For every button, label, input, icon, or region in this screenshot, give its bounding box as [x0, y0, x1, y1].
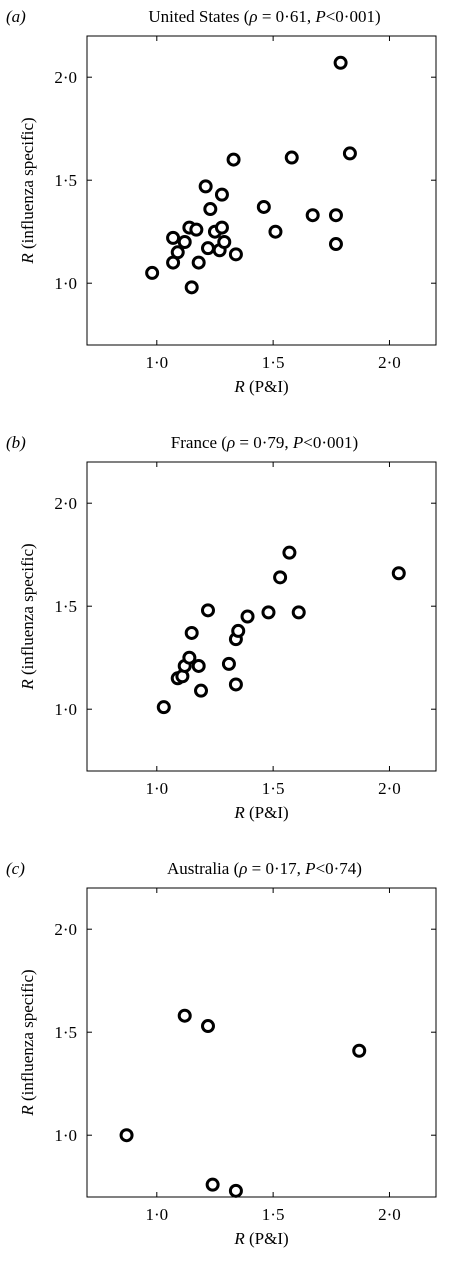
data-point — [273, 570, 288, 585]
x-tick-label: 1·0 — [145, 1205, 168, 1224]
data-point — [166, 230, 181, 245]
x-tick-label: 1·0 — [145, 779, 168, 798]
data-point — [231, 623, 246, 638]
chart-title: Australia (ρ = 0·17, P<0·74) — [167, 859, 362, 878]
data-point — [191, 255, 206, 270]
data-point — [328, 208, 343, 223]
data-point — [184, 625, 199, 640]
scatter-chart-c: (c) Australia (ρ = 0·17, P<0·74) 1·0 1·5 2·0… — [6, 859, 437, 1248]
x-axis-label: R (P&I) — [233, 803, 288, 822]
y-tick-label: 1·5 — [54, 1023, 77, 1042]
plot-frame — [86, 461, 437, 772]
chart-title: France (ρ = 0·79, P<0·001) — [171, 433, 358, 452]
y-tick-label: 1·0 — [54, 1126, 77, 1145]
data-point — [261, 605, 276, 620]
y-tick-label: 2·0 — [54, 68, 77, 87]
data-point — [200, 241, 215, 256]
data-point — [214, 220, 229, 235]
data-point — [156, 700, 171, 715]
y-tick-label: 2·0 — [54, 920, 77, 939]
data-point — [221, 656, 236, 671]
y-axis-label: R (influenza specific) — [18, 969, 37, 1116]
panel-label: (b) — [6, 433, 26, 452]
y-tick-label: 1·0 — [54, 700, 77, 719]
chart-panel-a: (a) United States (ρ = 0·61, P<0·001) 1·0 1… — [0, 0, 453, 420]
data-point — [226, 152, 241, 167]
data-point — [291, 605, 306, 620]
data-point — [182, 650, 197, 665]
x-tick-label: 1·5 — [262, 353, 285, 372]
y-tick-label: 1·5 — [54, 171, 77, 190]
y-tick-label: 2·0 — [54, 494, 77, 513]
data-point — [228, 677, 243, 692]
panel-label: (a) — [6, 7, 26, 26]
x-tick-label: 2·0 — [378, 353, 401, 372]
data-point — [268, 224, 283, 239]
y-axis-label: R (influenza specific) — [18, 117, 37, 264]
scatter-chart-b: (b) France (ρ = 0·79, P<0·001) 1·0 1·5 2·0 1·… — [6, 433, 437, 822]
data-point — [200, 603, 215, 618]
data-point — [333, 55, 348, 70]
x-tick-label: 1·0 — [145, 353, 168, 372]
data-point — [282, 545, 297, 560]
data-point — [342, 146, 357, 161]
data-point — [305, 208, 320, 223]
data-point — [198, 179, 213, 194]
chart-panel-c: (c) Australia (ρ = 0·17, P<0·74) 1·0 1·5 2·0… — [0, 852, 453, 1272]
data-point — [228, 1183, 243, 1198]
x-tick-label: 2·0 — [378, 1205, 401, 1224]
data-point — [145, 265, 160, 280]
data-point — [189, 222, 204, 237]
data-point — [328, 237, 343, 252]
x-axis-label: R (P&I) — [233, 1229, 288, 1248]
data-point — [194, 683, 209, 698]
data-point — [200, 1019, 215, 1034]
x-tick-label: 2·0 — [378, 779, 401, 798]
data-point — [203, 202, 218, 217]
y-axis-label: R (influenza specific) — [18, 543, 37, 690]
data-point — [191, 658, 206, 673]
data-point — [170, 245, 185, 260]
data-point — [217, 235, 232, 249]
data-point — [228, 247, 243, 262]
data-point — [256, 199, 271, 214]
scatter-chart-a: (a) United States (ρ = 0·61, P<0·001) 1·0 1… — [6, 7, 437, 396]
chart-panel-b: (b) France (ρ = 0·79, P<0·001) 1·0 1·5 2·0 1·… — [0, 426, 453, 846]
data-point — [284, 150, 299, 165]
chart-title: United States (ρ = 0·61, P<0·001) — [148, 7, 380, 26]
plot-frame — [86, 35, 437, 346]
panel-label: (c) — [6, 859, 25, 878]
data-point — [177, 1008, 192, 1023]
data-point — [240, 609, 255, 624]
data-point — [214, 187, 229, 202]
data-point — [177, 235, 192, 249]
data-point — [352, 1043, 367, 1058]
y-tick-label: 1·5 — [54, 597, 77, 616]
x-tick-label: 1·5 — [262, 1205, 285, 1224]
data-point — [205, 1177, 220, 1192]
x-tick-label: 1·5 — [262, 779, 285, 798]
y-tick-label: 1·0 — [54, 274, 77, 293]
x-axis-label: R (P&I) — [233, 377, 288, 396]
data-point — [391, 566, 406, 581]
data-point — [119, 1128, 134, 1143]
data-point — [184, 280, 199, 295]
plot-frame — [86, 887, 437, 1198]
